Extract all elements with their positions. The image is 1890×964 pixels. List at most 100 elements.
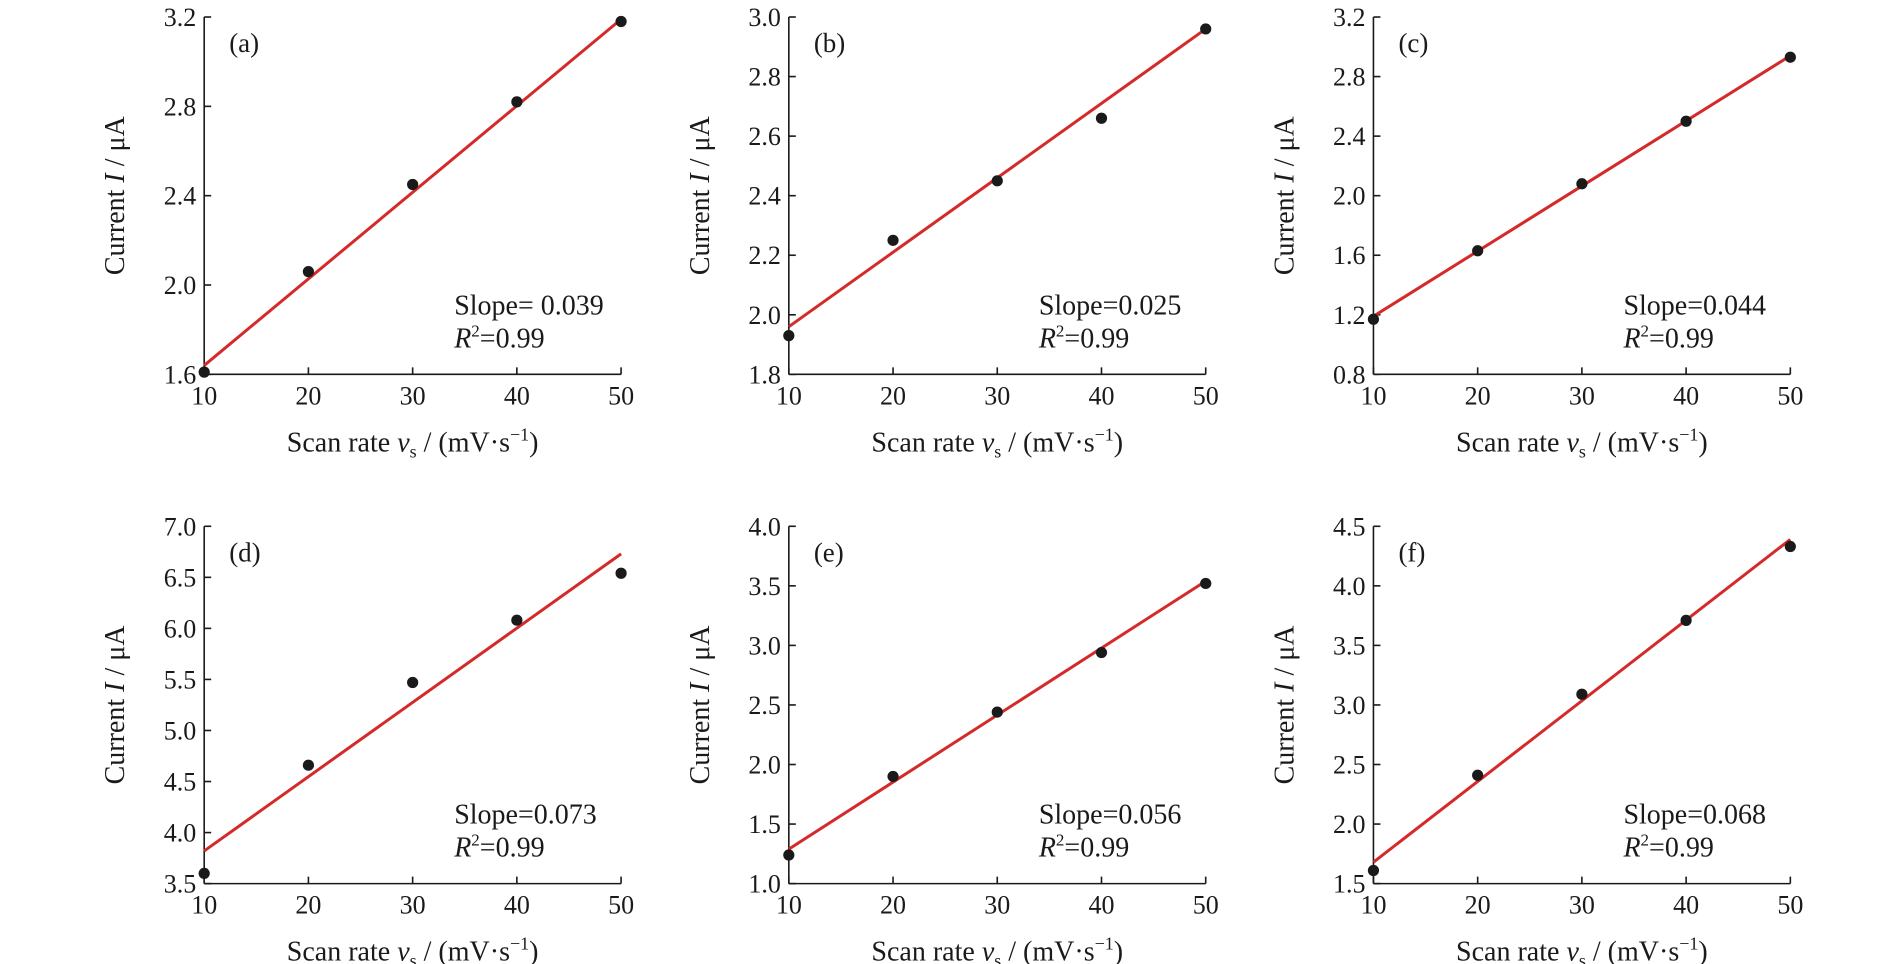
r2-symbol: R	[453, 833, 471, 864]
panel-d: 10 20 30 40 50 3.5 4.0 4.5 5.0 5.5 6.0 6.5 7.0 (d) Slo…	[100, 512, 634, 964]
panel-label: (a)	[229, 28, 259, 58]
y-title-text: Current	[685, 183, 716, 276]
data-point	[783, 330, 795, 342]
x-title-subscript: s	[994, 441, 1001, 461]
y-axis-title: Current I / μA	[100, 625, 131, 785]
x-tick-label: 40	[1088, 891, 1114, 920]
x-title-close: )	[1114, 427, 1123, 458]
y-title-unit: / μA	[685, 625, 716, 683]
y-tick-label: 4.0	[1333, 572, 1366, 601]
x-title-text: Scan rate	[287, 427, 397, 458]
y-axis-title: Current I / μA	[685, 625, 716, 785]
data-point	[407, 178, 419, 191]
y-title-variable: I	[685, 681, 716, 693]
y-tick-label: 2.0	[1333, 182, 1366, 211]
data-point	[1576, 688, 1588, 700]
data-point	[1472, 769, 1484, 781]
y-tick-label: 2.2	[748, 241, 781, 270]
y-title-unit: / μA	[685, 115, 716, 173]
data-point	[302, 759, 315, 771]
y-tick-label: 2.0	[164, 271, 197, 300]
fit-line	[203, 552, 622, 853]
data-point	[1200, 23, 1212, 35]
data-point	[991, 706, 1003, 718]
y-tick-label: 2.6	[748, 122, 781, 151]
data-point	[887, 234, 899, 246]
x-title-unit: / (mV·s	[417, 937, 510, 964]
r2-value: =0.99	[1649, 833, 1714, 864]
data-point	[1200, 577, 1212, 590]
r2-value: =0.99	[1649, 323, 1714, 354]
slope-annotation: Slope=0.073	[454, 800, 597, 831]
r2-symbol: R	[453, 323, 471, 354]
r2-symbol: R	[1038, 323, 1056, 354]
x-tick-label: 40	[1673, 891, 1699, 920]
r2-superscript: 2	[471, 831, 480, 850]
panel-a: 10 20 30 40 50 1.6 2.0 2.4 2.8 3.2 (a) Slope= 0.039…	[100, 3, 634, 461]
x-tick-label: 30	[400, 891, 426, 920]
y-title-unit: / μA	[1269, 115, 1300, 173]
panel-label: (b)	[814, 28, 845, 58]
data-point	[1784, 540, 1796, 553]
y-tick-label: 3.0	[748, 3, 781, 32]
data-point	[615, 567, 627, 579]
x-tick-label: 10	[1360, 381, 1386, 410]
panel-c: 10 20 30 40 50 0.8 1.2 1.6 2.0 2.4 2.8 3.2 (c) Slope=…	[1269, 3, 1803, 461]
r2-symbol: R	[1622, 323, 1640, 354]
r2-annotation: R2=0.99	[1622, 321, 1713, 354]
r2-superscript: 2	[1056, 831, 1065, 850]
y-tick-label: 4.5	[164, 768, 197, 797]
x-title-close: )	[529, 427, 538, 458]
y-tick-label: 5.5	[164, 665, 197, 694]
x-title-unit: / (mV·s	[1586, 937, 1679, 964]
x-tick-label: 40	[504, 891, 530, 920]
x-title-subscript: s	[1579, 951, 1586, 964]
x-axis-title: Scan rate vs / (mV·s−1)	[287, 424, 539, 461]
data-point	[1095, 112, 1108, 124]
x-tick-label: 10	[776, 891, 802, 920]
data-point	[783, 849, 795, 861]
x-axis-title: Scan rate vs / (mV·s−1)	[287, 934, 539, 964]
x-title-superscript: −1	[510, 424, 529, 444]
data-point	[511, 614, 523, 626]
r2-symbol: R	[1038, 833, 1056, 864]
x-title-text: Scan rate	[871, 427, 981, 458]
y-tick-label: 6.5	[164, 563, 197, 592]
y-tick-label: 2.0	[748, 751, 781, 780]
x-tick-label: 20	[1465, 891, 1491, 920]
x-title-subscript: s	[410, 951, 417, 964]
x-tick-label: 50	[1777, 891, 1803, 920]
y-axis-title: Current I / μA	[1269, 115, 1300, 275]
y-tick-label: 3.2	[164, 3, 197, 32]
data-point	[198, 366, 210, 378]
y-tick-label: 2.0	[1333, 810, 1366, 839]
y-tick-label: 7.0	[164, 512, 197, 541]
panel-label: (c)	[1398, 28, 1428, 58]
y-tick-label: 2.4	[1333, 122, 1366, 151]
r2-superscript: 2	[1641, 831, 1650, 850]
r2-value: =0.99	[480, 323, 545, 354]
data-point	[1367, 864, 1380, 877]
data-point	[991, 175, 1003, 187]
x-tick-label: 30	[400, 381, 426, 410]
data-point	[1576, 178, 1588, 190]
y-title-variable: I	[1269, 172, 1300, 184]
x-tick-label: 20	[880, 891, 906, 920]
x-tick-label: 20	[295, 381, 321, 410]
y-title-variable: I	[100, 172, 131, 184]
slope-annotation: Slope=0.044	[1623, 290, 1766, 321]
r2-annotation: R2=0.99	[1038, 321, 1129, 354]
panel-label: (f)	[1398, 537, 1425, 567]
x-tick-label: 50	[1193, 381, 1219, 410]
x-tick-label: 10	[776, 381, 802, 410]
x-title-subscript: s	[1579, 441, 1586, 461]
x-tick-label: 20	[1465, 381, 1491, 410]
y-axis-title: Current I / μA	[100, 115, 131, 275]
x-tick-label: 50	[608, 891, 634, 920]
y-tick-label: 2.0	[748, 301, 781, 330]
x-tick-label: 30	[984, 891, 1010, 920]
r2-superscript: 2	[471, 321, 480, 340]
y-tick-label: 6.0	[164, 614, 197, 643]
slope-annotation: Slope=0.068	[1623, 800, 1766, 831]
r2-symbol: R	[1622, 833, 1640, 864]
